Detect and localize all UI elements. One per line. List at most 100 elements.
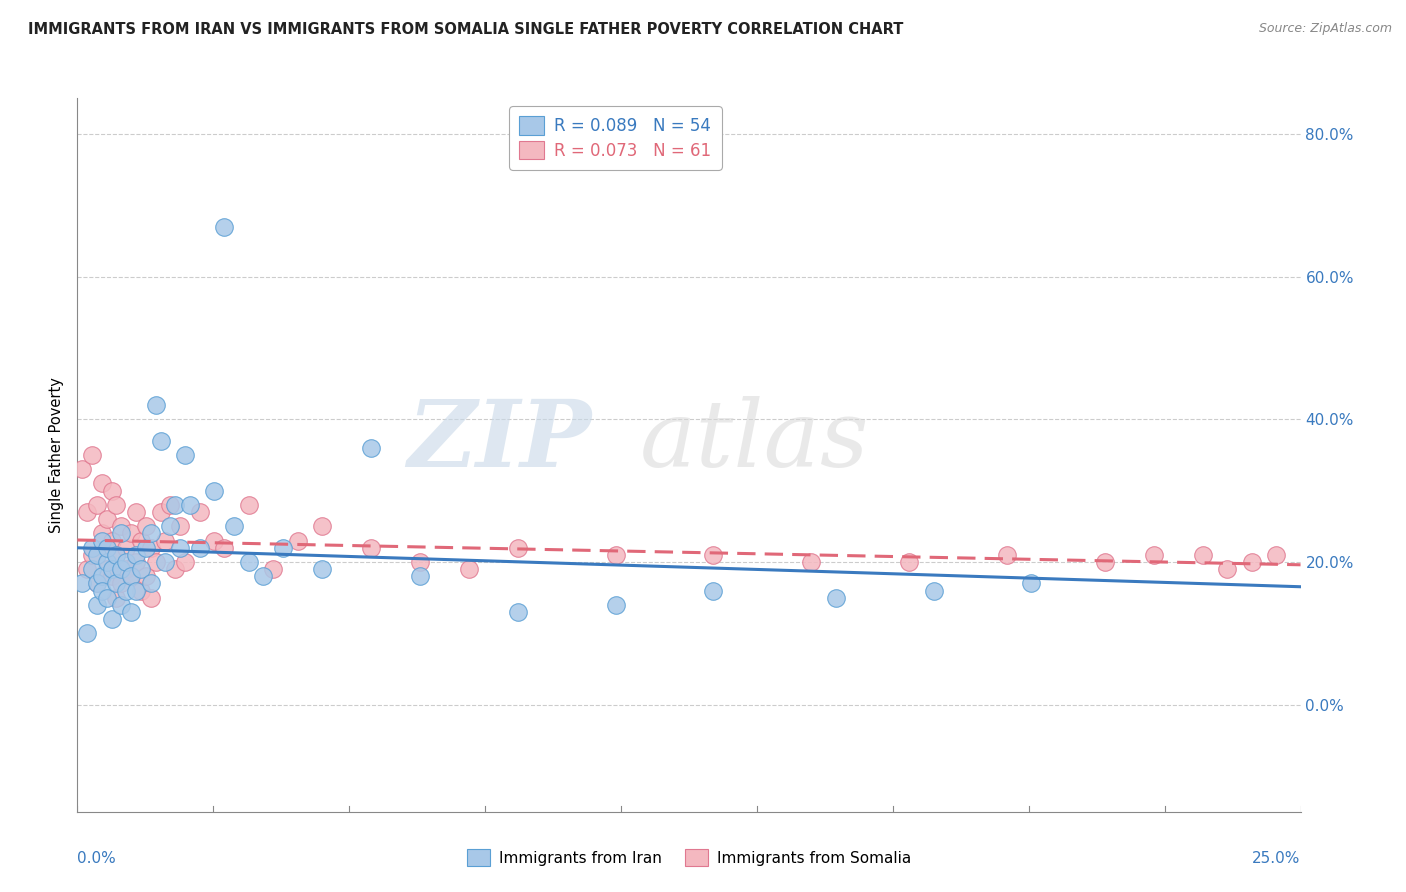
Point [100,533,122,548]
Point [86,498,108,512]
Point [155,555,177,569]
Point [360,541,382,555]
Point [90,583,112,598]
Point [155,533,177,548]
Point [174,448,197,462]
Point [86,598,108,612]
Point [360,441,382,455]
Point [287,533,309,548]
Point [110,576,132,591]
Point [139,576,162,591]
Point [212,541,235,555]
Point [165,498,187,512]
Point [105,548,128,562]
Point [1216,562,1239,576]
Point [120,569,142,583]
Point [271,541,294,555]
Point [1094,555,1116,569]
Text: atlas: atlas [640,396,869,485]
Point [96,562,118,576]
Point [188,541,211,555]
Point [165,562,187,576]
Point [605,548,627,562]
Point [135,519,157,533]
Text: 25.0%: 25.0% [1253,851,1301,866]
Point [90,476,112,491]
Point [800,555,823,569]
Point [139,591,162,605]
Point [125,555,148,569]
Point [1021,576,1043,591]
Point [605,598,627,612]
Point [76,562,98,576]
Point [238,555,260,569]
Point [1143,548,1166,562]
Point [96,541,118,555]
Point [86,576,108,591]
Point [100,612,122,626]
Point [135,541,157,555]
Point [70,576,93,591]
Point [506,605,529,619]
Point [1191,548,1213,562]
Point [129,562,152,576]
Point [129,583,152,598]
Point [202,533,225,548]
Point [922,583,945,598]
Point [80,548,103,562]
Point [159,519,181,533]
Point [311,519,333,533]
Point [188,505,211,519]
Point [76,626,98,640]
Point [96,541,118,555]
Point [409,555,432,569]
Point [115,555,138,569]
Point [457,562,479,576]
Point [1240,555,1263,569]
Point [262,562,284,576]
Point [80,562,103,576]
Point [169,519,191,533]
Text: ZIP: ZIP [406,396,591,485]
Point [96,591,118,605]
Point [159,498,181,512]
Point [139,541,162,555]
Point [96,555,118,569]
Point [110,526,132,541]
Point [169,541,191,555]
Point [115,541,138,555]
Y-axis label: Single Father Poverty: Single Father Poverty [49,377,65,533]
Text: Source: ZipAtlas.com: Source: ZipAtlas.com [1258,22,1392,36]
Point [100,562,122,576]
Point [212,219,235,234]
Point [506,541,529,555]
Point [995,548,1018,562]
Point [149,434,172,448]
Point [120,526,142,541]
Point [76,505,98,519]
Point [898,555,921,569]
Point [202,483,225,498]
Point [90,569,112,583]
Point [105,498,128,512]
Point [110,519,132,533]
Point [70,462,93,476]
Point [409,569,432,583]
Point [238,498,260,512]
Point [110,598,132,612]
Text: IMMIGRANTS FROM IRAN VS IMMIGRANTS FROM SOMALIA SINGLE FATHER POVERTY CORRELATIO: IMMIGRANTS FROM IRAN VS IMMIGRANTS FROM … [28,22,904,37]
Point [824,591,846,605]
Point [115,562,138,576]
Point [110,562,132,576]
Point [115,583,138,598]
Point [86,548,108,562]
Point [100,569,122,583]
Point [90,526,112,541]
Point [174,555,197,569]
Point [100,483,122,498]
Point [129,533,152,548]
Point [139,526,162,541]
Point [105,548,128,562]
Point [145,555,167,569]
Point [1265,548,1288,562]
